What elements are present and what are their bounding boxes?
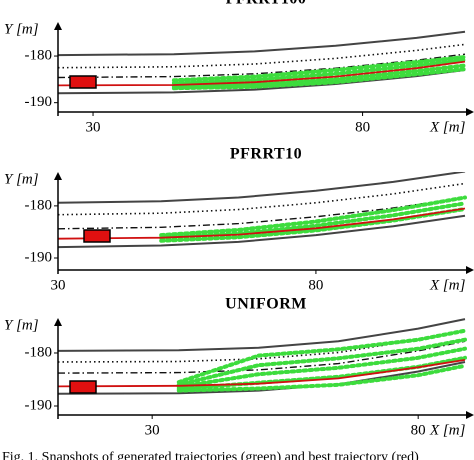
x-tick-label: 30 [51, 277, 66, 293]
y-axis-arrow [54, 172, 62, 180]
y-axis-label: Y [m] [4, 21, 39, 37]
x-axis-arrow [466, 108, 474, 116]
y-axis-arrow [54, 22, 62, 30]
x-tick-label: 30 [145, 422, 160, 438]
x-axis-label: X [m] [429, 277, 466, 293]
plot-area [58, 318, 467, 395]
sampled-trajectory [176, 328, 467, 385]
y-tick-label: -180 [25, 47, 53, 63]
vehicle [69, 75, 97, 89]
plot-area [58, 30, 467, 95]
best-trajectory [58, 207, 466, 240]
vehicle [83, 229, 111, 243]
road-line [58, 172, 466, 204]
sampled-trajectory [176, 337, 467, 387]
y-tick-label: -180 [25, 344, 53, 360]
x-tick-label: 80 [355, 119, 370, 135]
x-axis-arrow [466, 266, 474, 274]
road-line [58, 53, 466, 79]
x-tick-label: 80 [411, 422, 426, 438]
y-axis-arrow [54, 318, 62, 326]
chart-title: UNIFORM [225, 296, 307, 313]
x-axis-label: X [m] [429, 422, 466, 438]
road-line [58, 340, 466, 374]
chart-title: PFRRT100 [226, 0, 307, 8]
vehicle [69, 380, 97, 394]
road-line [58, 30, 466, 57]
best-trajectory [58, 60, 466, 87]
sampled-trajectory [176, 346, 467, 389]
road-line [58, 182, 466, 216]
road-line [58, 318, 466, 352]
y-tick-label: -190 [25, 397, 53, 413]
sampled-trajectory [171, 55, 467, 83]
best-trajectory [58, 359, 466, 388]
chart-title: PFRRT10 [230, 146, 302, 163]
sampled-trajectory [176, 363, 467, 393]
caption: Fig. 1. Snapshots of generated trajector… [2, 450, 419, 460]
road-line [58, 214, 466, 249]
x-axis-label: X [m] [429, 119, 466, 135]
x-axis-arrow [466, 411, 474, 419]
sampled-trajectory [171, 67, 467, 91]
y-axis-label: Y [m] [4, 171, 39, 187]
x-tick-label: 30 [86, 119, 101, 135]
plot-area [58, 172, 467, 249]
sampled-trajectory [171, 57, 467, 86]
y-axis-label: Y [m] [4, 317, 39, 333]
x-tick-label: 80 [308, 277, 323, 293]
y-tick-label: -190 [25, 94, 53, 110]
y-tick-label: -190 [25, 249, 53, 265]
y-tick-label: -180 [25, 197, 53, 213]
sampled-trajectory [159, 195, 467, 238]
